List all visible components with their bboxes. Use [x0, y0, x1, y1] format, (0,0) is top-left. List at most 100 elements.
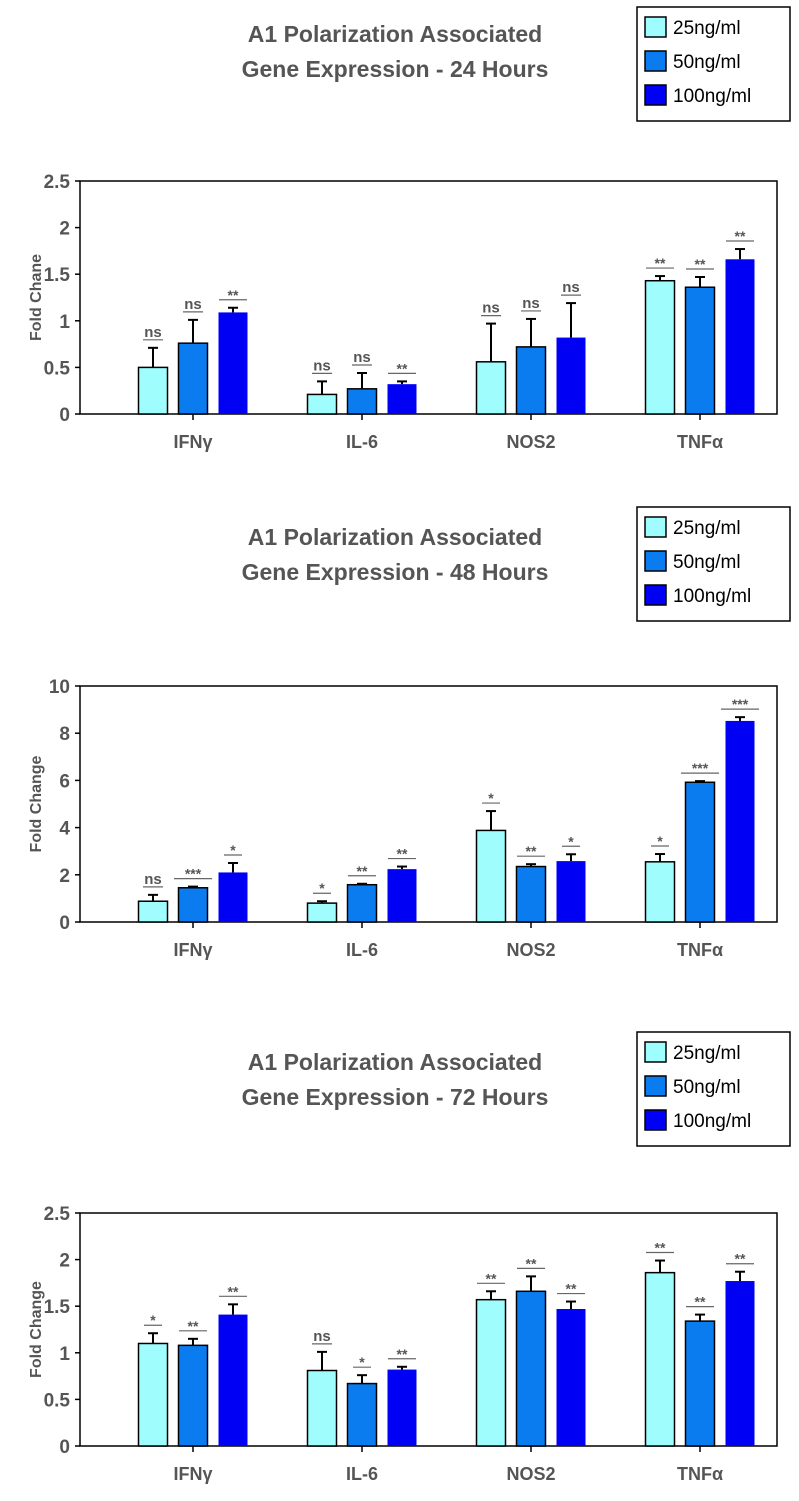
bar-100ng/ml	[725, 720, 755, 922]
legend-label: 50ng/ml	[673, 552, 741, 573]
legend-label: 100ng/ml	[673, 1111, 751, 1132]
significance-label: *	[319, 880, 325, 896]
significance-label: **	[526, 843, 537, 859]
y-tick-label: 10	[49, 677, 70, 698]
bar-50ng/ml	[346, 1382, 378, 1447]
bar-50ng/ml	[684, 286, 716, 415]
chart-title: Gene Expression - 24 Hours	[242, 56, 549, 82]
bar-25ng/ml	[475, 361, 507, 415]
y-tick-label: 1	[59, 1344, 70, 1365]
bar-25ng/ml	[644, 861, 676, 923]
significance-label: *	[230, 842, 236, 858]
bar-50ng/ml	[515, 1290, 547, 1447]
significance-label: *	[568, 833, 574, 849]
legend-label: 25ng/ml	[673, 18, 741, 39]
legend-swatch	[644, 84, 667, 106]
bar-25ng/ml	[306, 393, 338, 415]
significance-label: ns	[184, 296, 202, 313]
bar-50ng/ml	[177, 1344, 209, 1447]
chart-2: A1 Polarization Associated Gene Expressio…	[28, 506, 791, 960]
significance-label: *	[657, 833, 663, 849]
legend-swatch	[644, 16, 667, 38]
significance-label: **	[397, 846, 408, 862]
chart-title: A1 Polarization Associated	[248, 524, 542, 550]
significance-label: **	[228, 1283, 239, 1299]
y-tick-label: 4	[59, 819, 70, 840]
significance-label: **	[655, 1240, 666, 1256]
significance-label: **	[695, 1294, 706, 1310]
x-tick-label: NOS2	[506, 1464, 555, 1484]
y-tick-label: 0	[59, 913, 70, 934]
legend-swatch	[644, 584, 667, 606]
significance-label: **	[228, 287, 239, 303]
legend-swatch	[644, 1109, 667, 1131]
significance-label: *	[488, 790, 494, 806]
bar-100ng/ml	[725, 1281, 755, 1446]
bar-25ng/ml	[644, 1271, 676, 1447]
x-tick-label: TNFα	[677, 940, 723, 960]
x-tick-label: IL-6	[346, 1464, 378, 1484]
bar-25ng/ml	[644, 279, 676, 415]
significance-label: **	[397, 1346, 408, 1362]
y-tick-label: 2.5	[44, 172, 71, 193]
x-tick-label: IFNγ	[173, 940, 212, 960]
significance-label: ns	[482, 300, 500, 317]
x-tick-label: IFNγ	[173, 432, 212, 452]
y-tick-label: 0.5	[44, 1390, 71, 1411]
bar-25ng/ml	[137, 1342, 169, 1447]
bar-100ng/ml	[556, 337, 586, 414]
y-tick-label: 2.5	[44, 1204, 71, 1225]
significance-label: ns	[144, 871, 162, 888]
bar-100ng/ml	[387, 869, 417, 922]
plot-frame	[79, 1212, 778, 1447]
bar-25ng/ml	[137, 900, 169, 923]
significance-label: ***	[185, 866, 202, 882]
legend-swatch	[644, 50, 667, 72]
chart-3: A1 Polarization Associated Gene Expressio…	[28, 1031, 791, 1484]
bar-100ng/ml	[725, 259, 755, 414]
significance-label: ***	[692, 760, 709, 776]
y-tick-label: 2	[59, 1251, 70, 1272]
significance-label: *	[359, 1354, 365, 1370]
significance-label: **	[566, 1281, 577, 1297]
bar-50ng/ml	[515, 865, 547, 923]
plot-frame	[79, 685, 778, 923]
legend-swatch	[644, 550, 667, 572]
legend-swatch	[644, 1075, 667, 1097]
y-tick-label: 8	[59, 724, 70, 745]
chart-title: Gene Expression - 72 Hours	[242, 1084, 549, 1110]
legend-label: 100ng/ml	[673, 586, 751, 607]
y-axis-label: Fold Chane	[28, 254, 45, 341]
y-tick-label: 0.5	[44, 358, 71, 379]
bar-50ng/ml	[515, 346, 547, 415]
chart-title: A1 Polarization Associated	[248, 21, 542, 47]
bar-25ng/ml	[306, 902, 338, 923]
chart-1: A1 Polarization Associated Gene Expressio…	[28, 6, 791, 452]
significance-label: **	[735, 1251, 746, 1267]
significance-label: **	[397, 360, 408, 376]
legend: 25ng/ml 50ng/ml 100ng/ml	[636, 1031, 791, 1147]
significance-label: **	[526, 1255, 537, 1271]
significance-label: **	[486, 1270, 497, 1286]
significance-label: ns	[353, 349, 371, 366]
chart-title: A1 Polarization Associated	[248, 1049, 542, 1075]
legend: 25ng/ml 50ng/ml 100ng/ml	[636, 6, 791, 122]
bar-50ng/ml	[346, 388, 378, 415]
plot-frame	[79, 180, 778, 415]
legend-label: 25ng/ml	[673, 518, 741, 539]
significance-label: ns	[522, 295, 540, 312]
x-tick-label: TNFα	[677, 1464, 723, 1484]
y-tick-label: 2	[59, 219, 70, 240]
significance-label: **	[735, 228, 746, 244]
x-tick-label: TNFα	[677, 432, 723, 452]
y-axis-label: Fold Change	[28, 1281, 45, 1378]
significance-label: *	[150, 1312, 156, 1328]
x-tick-label: NOS2	[506, 432, 555, 452]
bar-100ng/ml	[556, 861, 586, 922]
bar-25ng/ml	[306, 1369, 338, 1447]
bar-50ng/ml	[684, 781, 716, 923]
significance-label: ns	[313, 357, 331, 374]
significance-label: **	[655, 255, 666, 271]
bar-100ng/ml	[218, 312, 248, 414]
